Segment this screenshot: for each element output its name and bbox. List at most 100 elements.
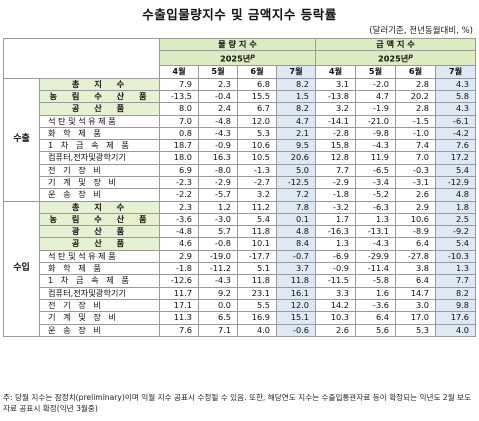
volume-cell: 5.1 [237,262,277,276]
volume-cell: 5.5 [237,298,277,313]
value-cell: 1.3 [435,262,476,276]
value-cell: -29.9 [355,249,396,264]
page-title: 수출입물량지수 및 금액지수 등락률 [142,7,337,22]
volume-cell: 8.2 [276,77,316,91]
row-label: 공 산 품 [39,237,160,251]
volume-cell: 11.8 [237,274,277,288]
value-cell: -4.3 [355,139,396,153]
row-label: 기 계 및 장 비 [39,175,160,190]
month-header: 6월 [395,65,436,79]
value-cell: 6.4 [355,311,396,325]
value-cell: 5.3 [395,323,436,337]
volume-cell: 1.2 [198,200,238,214]
value-cell: -1.5 [395,114,436,128]
volume-cell: -1.8 [159,262,199,276]
value-cell: -13.8 [315,89,356,104]
value-cell: -5.8 [355,274,396,288]
volume-cell: 15.1 [276,311,316,325]
volume-cell: 5.7 [198,225,238,239]
value-cell: -1.0 [395,126,436,141]
volume-cell: -11.2 [198,262,238,276]
volume-cell: 18.0 [159,151,199,165]
volume-cell: 7.8 [276,200,316,214]
table-row: 농 림 수 산 품 -13.5 -0.4 15.5 1.5 -13.8 4.7 20.2 5.8 [4,89,476,104]
volume-cell: -0.8 [198,237,238,251]
table-row: 화 학 제 품 0.8 -4.3 5.3 2.1 -2.8 -9.8 -1.0 -4.2 [4,126,476,141]
volume-cell: -8.0 [198,163,238,178]
value-cell: -3.6 [355,298,396,313]
volume-cell: 23.1 [237,286,277,300]
volume-cell: 18.7 [159,139,199,153]
volume-cell: 7.2 [276,188,316,202]
volume-cell: -19.0 [198,249,238,264]
table-row: 석탄및석유제품 7.0 -4.8 12.0 4.7 -14.1 -21.0 -1.5 -6.1 [4,114,476,128]
row-label: 컴퓨터,전자및광학기기 [39,286,160,300]
value-cell: 2.5 [435,212,476,227]
volume-cell: 3.2 [237,188,277,202]
table-row: 광 산 품 -4.8 5.7 11.8 4.8 -16.3 -13.1 -8.9 -9.2 [4,225,476,239]
value-cell: -1.9 [355,102,396,116]
month-header: 4월 [315,65,356,79]
month-header: 7월 [276,65,316,79]
volume-cell: -2.3 [159,175,199,190]
row-label: 농 림 수 산 품 [39,89,160,104]
volume-cell: 11.7 [159,286,199,300]
value-cell: -2.9 [315,175,356,190]
volume-cell: -2.2 [159,188,199,202]
value-cell: 17.6 [435,311,476,325]
volume-cell: 5.4 [237,212,277,227]
table-row: 농 림 수 산 품 -3.6 -3.0 5.4 0.1 1.7 1.3 10.6 2.5 [4,212,476,227]
volume-cell: 0.1 [276,212,316,227]
volume-cell: 6.7 [237,102,277,116]
volume-cell: 2.9 [159,249,199,264]
table-row: 운 송 장 비 -2.2 -5.7 3.2 7.2 -1.8 -5.2 2.6 4.8 [4,188,476,202]
value-cell: 4.7 [355,89,396,104]
value-cell: 3.1 [315,77,356,91]
value-cell: 3.8 [395,262,436,276]
value-cell: -3.2 [315,200,356,214]
value-cell: -3.1 [395,175,436,190]
value-cell: 8.2 [435,286,476,300]
value-cell: -9.8 [355,126,396,141]
value-cell: 4.3 [435,77,476,91]
unit-label: (달러기준, 전년동월대비, %) [369,26,473,36]
value-cell: 2.9 [395,200,436,214]
volume-cell: 10.6 [237,139,277,153]
volume-cell: 2.3 [159,200,199,214]
volume-header: 물 량 지 수 [159,37,316,52]
value-cell: 15.8 [315,139,356,153]
corner-cell [3,38,160,79]
volume-cell: 20.6 [276,151,316,165]
value-cell: 9.8 [435,298,476,313]
value-cell: 5.4 [435,163,476,178]
volume-cell: 2.4 [198,102,238,116]
volume-cell: -0.6 [276,323,316,337]
value-cell: 1.3 [315,237,356,251]
row-label: 석탄및석유제품 [39,249,160,264]
row-label: 총 지 수 [39,77,160,91]
volume-cell: 12.0 [237,114,277,128]
value-cell: -2.8 [315,126,356,141]
table-row: 전 기 장 비 6.9 -8.0 -1.3 5.0 7.7 -6.5 -0.3 5.4 [4,163,476,178]
table-row: 기 계 및 장 비 11.3 6.5 16.9 15.1 10.3 6.4 17.0 17.6 [4,311,476,325]
value-cell: 11.9 [355,151,396,165]
value-cell: 6.4 [395,274,436,288]
value-cell: 4.0 [435,323,476,337]
value-cell: -9.2 [435,225,476,239]
volume-cell: 4.8 [276,225,316,239]
value-cell: 2.6 [395,188,436,202]
value-cell: -0.9 [315,262,356,276]
value-cell: 5.8 [435,89,476,104]
volume-cell: 7.1 [198,323,238,337]
table-row: 1 차 금 속 제 품 -12.6 -4.3 11.8 11.8 -11.5 -5.8 6.4… [4,274,476,288]
value-cell: 7.4 [395,139,436,153]
table-row: 1 차 금 속 제 품 18.7 -0.9 10.6 9.5 15.8 -4.3 7.4 7.6 [4,139,476,153]
value-cell: 7.7 [315,163,356,178]
table-row: 공 산 품 4.6 -0.8 10.1 8.4 1.3 -4.3 6.4 5.4 [4,237,476,251]
value-cell: 5.4 [435,237,476,251]
volume-cell: 11.8 [237,225,277,239]
value-cell: -14.1 [315,114,356,128]
value-cell: 10.6 [395,212,436,227]
volume-cell: 5.3 [237,126,277,141]
value-year: 2025년p [315,50,476,67]
